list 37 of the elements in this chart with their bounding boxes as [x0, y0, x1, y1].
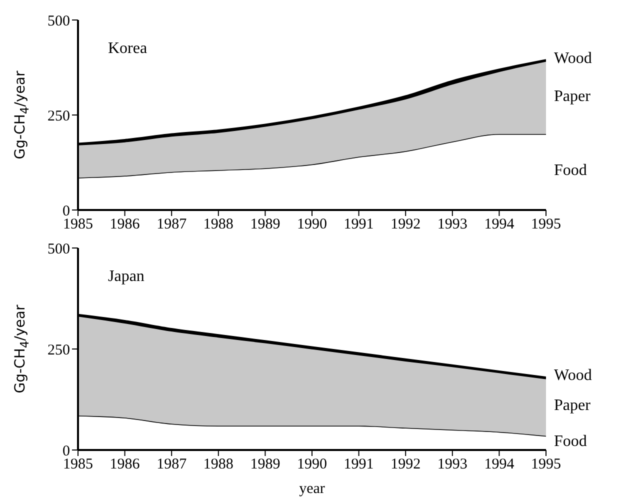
x-tick-label: 1993 — [437, 456, 468, 473]
x-tick-label: 1992 — [390, 456, 421, 473]
x-tick-label: 1989 — [250, 456, 280, 473]
x-tick-label: 1985 — [63, 456, 93, 473]
series-label: Paper — [554, 397, 590, 416]
x-tick-label: 1991 — [344, 456, 374, 473]
x-tick-label: 1986 — [110, 456, 140, 473]
x-tick-label: 1988 — [203, 456, 234, 473]
text: Japan — [108, 268, 144, 286]
x-tick-label: 1995 — [531, 456, 561, 473]
x-tick-label: 1993 — [437, 216, 468, 233]
x-tick-label: 1990 — [297, 216, 327, 233]
x-tick-label: 1991 — [344, 216, 374, 233]
x-tick-label: 1992 — [390, 216, 421, 233]
x-tick-label: 1986 — [110, 216, 140, 233]
series-label: Wood — [554, 50, 592, 68]
x-tick-label: 1987 — [156, 216, 188, 233]
x-tick-label: 1987 — [156, 456, 188, 473]
y-tick-label: 500 — [48, 13, 70, 30]
x-tick-label: 1990 — [297, 456, 327, 473]
y-tick-label: 500 — [48, 241, 70, 258]
y-tick-label: 0 — [62, 203, 70, 220]
series-label: Paper — [554, 88, 590, 106]
x-tick-label: 1985 — [63, 216, 93, 233]
x-tick-label: 1994 — [484, 216, 515, 233]
x-tick-label: 1994 — [484, 456, 515, 473]
series-label: Food — [554, 162, 587, 180]
y-tick-label: 250 — [48, 342, 70, 358]
x-axis-title: year — [299, 481, 325, 497]
series-label: Wood — [554, 367, 592, 386]
text: Korea — [108, 40, 148, 58]
x-tick-label: 1989 — [250, 216, 280, 233]
x-tick-label: 1995 — [531, 216, 561, 233]
y-tick-label: 250 — [48, 108, 70, 124]
series-label: Food — [554, 432, 587, 451]
x-tick-label: 1988 — [203, 216, 234, 233]
y-tick-label: 0 — [62, 443, 70, 460]
